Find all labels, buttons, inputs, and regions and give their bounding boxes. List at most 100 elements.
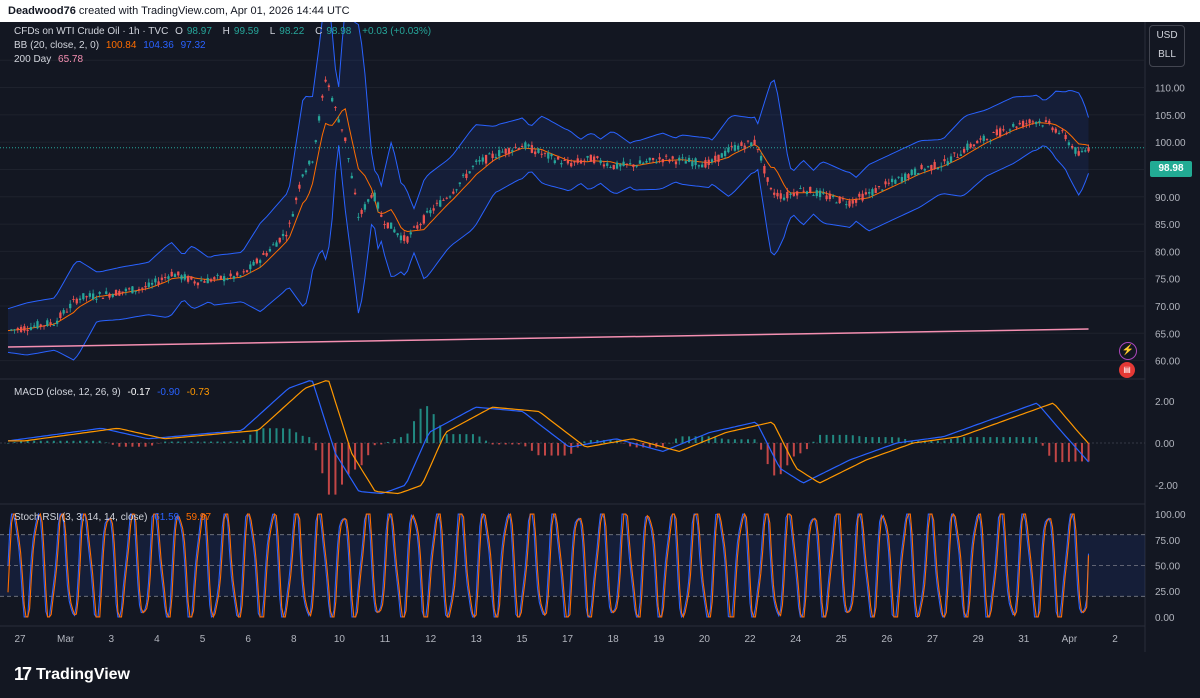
- candle-body: [524, 142, 527, 149]
- candle-body: [65, 311, 69, 313]
- candle-body: [340, 129, 344, 131]
- candle-body: [108, 293, 111, 298]
- macd-histogram-bar: [196, 441, 199, 443]
- candle-body: [979, 138, 982, 140]
- candle-body: [353, 192, 357, 195]
- candle-body: [926, 166, 930, 168]
- candle-body: [560, 162, 563, 165]
- price-tick-label: 100.00: [1155, 138, 1186, 149]
- candle-body: [239, 275, 242, 277]
- candle-body: [23, 326, 26, 331]
- candle-body: [825, 195, 828, 200]
- macd-histogram-bar: [426, 406, 429, 443]
- bb-up-value: 104.36: [143, 40, 174, 51]
- macd-histogram-bar: [1022, 437, 1025, 443]
- macd-histogram-bar: [59, 440, 62, 443]
- candle-body: [252, 261, 255, 266]
- candle-body: [714, 155, 717, 161]
- macd-histogram-bar: [727, 439, 730, 443]
- macd-histogram-bar: [144, 443, 147, 447]
- time-tick-label: 4: [154, 634, 160, 645]
- macd-histogram-bar: [262, 428, 265, 443]
- candle-body: [416, 225, 419, 229]
- time-tick-label: 18: [608, 634, 620, 645]
- macd-histogram-bar: [223, 441, 226, 443]
- time-tick-label: 13: [471, 634, 483, 645]
- macd-histogram-bar: [445, 434, 448, 443]
- candle-body: [331, 97, 334, 102]
- candle-body: [1044, 120, 1048, 123]
- macd-histogram-bar: [380, 443, 383, 445]
- candle-body: [606, 163, 609, 166]
- flash-icon[interactable]: ⚡: [1119, 342, 1137, 360]
- candle-body: [1057, 132, 1061, 134]
- candle-body: [638, 160, 642, 164]
- candle-body: [710, 159, 714, 163]
- candle-body: [1061, 130, 1064, 132]
- candle-body: [160, 277, 164, 280]
- brand-label: TradingView: [36, 665, 130, 683]
- macd-histogram-bar: [570, 443, 573, 454]
- macd-histogram-bar: [458, 434, 461, 443]
- candle-body: [1018, 122, 1021, 125]
- chart-canvas[interactable]: 60.0065.0070.0075.0080.0085.0090.0095.00…: [0, 22, 1200, 652]
- candle-body: [357, 216, 360, 218]
- candle-body: [1048, 120, 1051, 124]
- candle-body: [1077, 151, 1080, 156]
- candle-body: [177, 271, 180, 276]
- candle-body: [131, 286, 134, 294]
- candle-body: [478, 160, 481, 162]
- price-tick-label: 90.00: [1155, 193, 1180, 204]
- candle-body: [776, 192, 779, 197]
- macd-histogram-bar: [1008, 437, 1011, 443]
- macd-histogram-bar: [982, 437, 985, 443]
- currency-unit-selector[interactable]: USD BLL: [1149, 25, 1185, 67]
- candle-body: [612, 164, 615, 170]
- candle-body: [186, 276, 190, 282]
- candle-body: [272, 244, 275, 246]
- candle-body: [82, 293, 85, 300]
- candle-body: [930, 164, 933, 171]
- candle-body: [190, 276, 193, 280]
- candle-body: [376, 202, 380, 209]
- macd-histogram-bar: [792, 443, 795, 457]
- candle-body: [75, 298, 78, 304]
- macd-histogram-bar: [733, 439, 736, 443]
- time-tick-label: 17: [562, 634, 574, 645]
- tradingview-logo[interactable]: 17 TradingView: [14, 664, 130, 685]
- ma200-line: [7, 328, 1089, 348]
- stoch-label: Stoch RSI (3, 3, 14, 14, close): [14, 512, 148, 523]
- time-tick-label: 8: [291, 634, 297, 645]
- macd-histogram-bar: [668, 443, 671, 444]
- candle-body: [268, 249, 272, 252]
- macd-histogram-bar: [596, 440, 599, 443]
- open-value: 98.97: [186, 26, 212, 37]
- candle-body: [435, 202, 439, 204]
- candle-body: [347, 158, 350, 160]
- macd-signal-line: [8, 380, 1089, 495]
- candle-body: [874, 188, 877, 194]
- macd-histogram-bar: [589, 440, 592, 443]
- macd-histogram-bar: [864, 437, 867, 443]
- candle-body: [222, 276, 226, 282]
- candle-body: [114, 289, 118, 296]
- time-tick-label: 5: [200, 634, 206, 645]
- macd-histogram-bar: [92, 440, 95, 443]
- candle-body: [740, 142, 743, 146]
- us-flag-icon[interactable]: ▤: [1119, 362, 1135, 378]
- macd-histogram-bar: [609, 440, 612, 443]
- candle-body: [105, 291, 108, 294]
- candle-body: [304, 170, 308, 173]
- bb-legend: BB (20, close, 2, 0) 100.84 104.36 97.32: [14, 39, 210, 52]
- candle-body: [1041, 125, 1044, 127]
- candle-body: [904, 173, 907, 181]
- macd-histogram-bar: [786, 443, 789, 466]
- candle-body: [723, 150, 727, 157]
- author-name: Deadwood76: [8, 5, 76, 17]
- time-tick-label: Apr: [1062, 634, 1078, 645]
- macd-histogram-bar: [373, 443, 376, 446]
- change-value: +0.03 (+0.03%): [362, 26, 432, 37]
- candle-body: [301, 174, 304, 177]
- macd-histogram-bar: [504, 443, 507, 445]
- macd-histogram-bar: [39, 440, 42, 443]
